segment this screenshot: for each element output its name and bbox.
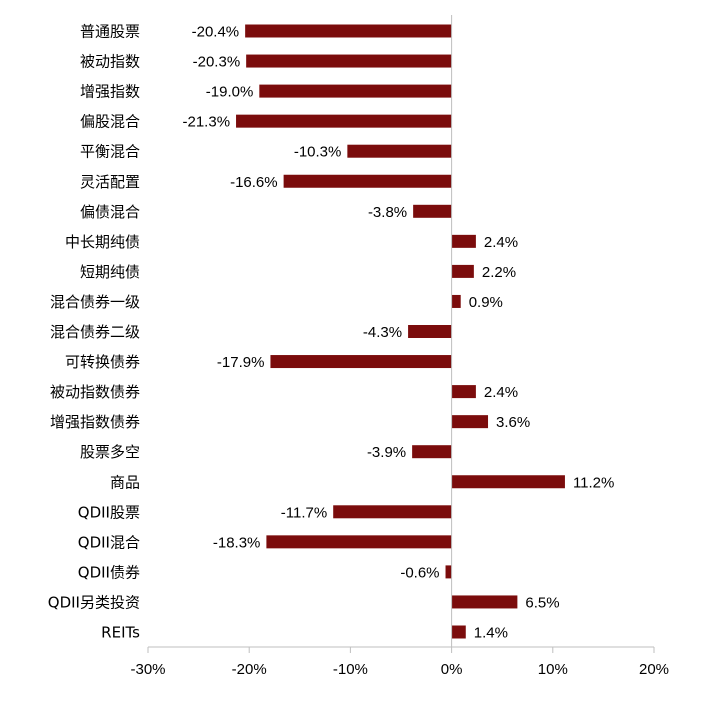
category-label: REITs [101,624,140,642]
bar [451,234,476,248]
bar [270,355,452,369]
bar [259,84,452,98]
value-label: -3.9% [367,444,406,461]
bar [333,505,452,519]
value-label: -20.3% [193,54,241,71]
category-label: 偏债混合 [80,203,140,221]
value-label: -17.9% [217,354,265,371]
category-label: 平衡混合 [80,143,140,161]
category-label: 灵活配置 [80,173,140,191]
bar [408,325,452,338]
value-label: -3.8% [368,204,407,221]
category-label: QDII另类投资 [48,593,140,611]
bar [451,415,489,429]
category-label: 增强指数债券 [50,413,140,431]
value-label: -20.4% [192,24,240,41]
category-label: 普通股票 [80,23,140,41]
value-label: 2.4% [484,384,518,401]
category-label: 短期纯债 [80,263,140,281]
bar [245,24,452,38]
category-label: 混合债券二级 [50,323,140,341]
bar [451,264,474,278]
value-label: -10.3% [294,144,342,161]
value-label: -18.3% [213,534,261,551]
category-label: 偏股混合 [80,113,140,131]
bar [413,204,452,218]
value-label: 2.4% [484,234,518,251]
category-label: 被动指数债券 [50,383,140,401]
x-tick-label: -10% [333,661,368,678]
category-label: QDII债券 [78,563,140,581]
value-label: -19.0% [206,84,254,101]
x-tick-label: -30% [130,661,165,678]
value-label: 6.5% [525,594,559,611]
category-label: 增强指数 [80,83,140,101]
category-label: 商品 [110,473,140,491]
value-label: 0.9% [469,294,503,311]
x-tick-label: 10% [538,661,568,678]
x-tick-label: 0% [441,661,463,678]
bar [266,535,452,549]
bar [347,144,452,158]
x-tick-label: 20% [639,661,669,678]
bar [451,625,466,639]
bar [412,445,452,459]
value-label: 11.2% [573,474,614,491]
axes-group [147,15,655,653]
value-label: -0.6% [400,564,439,581]
category-label: 被动指数 [80,53,140,71]
category-label: 可转换债券 [65,353,140,371]
bars-group [236,24,565,639]
category-label: QDII混合 [78,533,140,551]
bar [283,174,452,188]
bar [451,595,518,609]
value-label: 2.2% [482,264,516,281]
category-label: 中长期纯债 [65,233,140,251]
category-label: QDII股票 [78,503,140,521]
bar [451,294,461,308]
value-label: -11.7% [281,504,327,521]
category-label: 混合债券一级 [50,293,140,311]
labels-group: 普通股票 -20.4% 被动指数 -20.3% 增强指数 -19.0% 偏股混合 -21.3%… [48,23,669,679]
bar [246,54,452,68]
bar [236,114,452,128]
value-label: 3.6% [496,414,530,431]
category-label: 股票多空 [80,443,140,461]
bar [451,475,565,489]
x-tick-label: -20% [232,661,267,678]
value-label: -21.3% [183,114,231,131]
value-label: -16.6% [230,174,278,191]
value-label: 1.4% [474,625,508,642]
bar [445,565,452,579]
value-label: -4.3% [363,324,402,341]
bar [451,385,476,399]
